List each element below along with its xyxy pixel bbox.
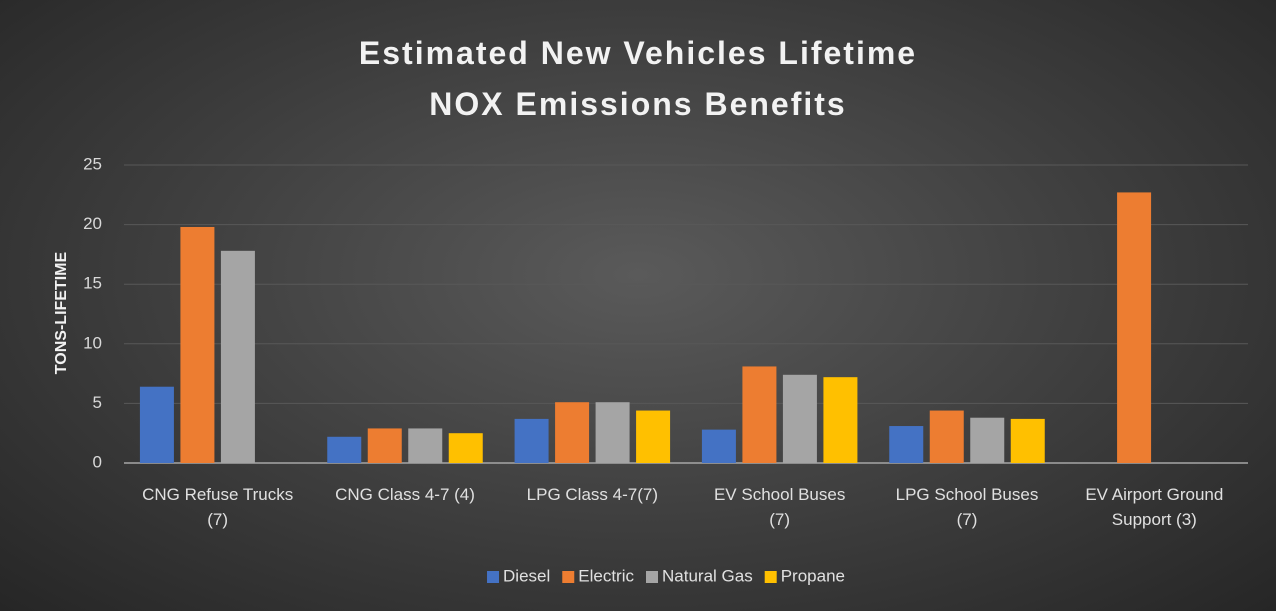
bar xyxy=(1010,418,1045,463)
x-tick-label: LPG Class 4-7(7) xyxy=(526,485,658,504)
legend-label: Propane xyxy=(781,566,845,585)
bar xyxy=(139,386,174,463)
legend-label: Diesel xyxy=(503,566,550,585)
x-tick-label: LPG School Buses (7) xyxy=(895,485,1039,529)
y-axis-label: TONS-LIFETIME xyxy=(53,251,70,374)
bar xyxy=(408,428,443,463)
x-tick-label: EV Airport Ground Support (3) xyxy=(1085,485,1224,529)
bar xyxy=(220,250,255,463)
y-tick-label: 10 xyxy=(83,333,102,352)
bar xyxy=(327,436,362,463)
bar xyxy=(555,402,590,463)
bar xyxy=(823,377,858,463)
y-tick-label: 5 xyxy=(93,393,102,412)
bar xyxy=(448,433,483,463)
bar xyxy=(180,226,215,463)
bar xyxy=(595,402,630,463)
y-tick-label: 20 xyxy=(83,214,102,233)
x-tick-label: CNG Class 4-7 (4) xyxy=(335,485,475,504)
x-tick-label: EV School Buses (7) xyxy=(713,485,846,529)
legend-swatch xyxy=(646,571,658,583)
bar xyxy=(970,417,1005,463)
chart-title: Estimated New Vehicles Lifetime NOX Emis… xyxy=(358,35,918,122)
y-tick-label: 25 xyxy=(83,154,102,173)
legend-swatch xyxy=(764,571,777,583)
legend-label: Natural Gas xyxy=(662,566,753,585)
legend-swatch xyxy=(487,571,500,583)
bar xyxy=(1117,192,1152,463)
bar xyxy=(514,418,549,463)
bar xyxy=(742,366,777,463)
x-tick-label: CNG Refuse Trucks (7) xyxy=(142,485,294,529)
bar xyxy=(636,410,671,463)
legend-swatch xyxy=(562,571,575,583)
bar xyxy=(367,428,402,463)
bar xyxy=(929,410,964,463)
bar xyxy=(889,426,924,463)
bar xyxy=(782,374,817,463)
y-tick-label: 0 xyxy=(93,452,102,471)
bar xyxy=(701,429,736,463)
legend-label: Electric xyxy=(578,566,634,585)
y-tick-label: 15 xyxy=(83,274,102,293)
